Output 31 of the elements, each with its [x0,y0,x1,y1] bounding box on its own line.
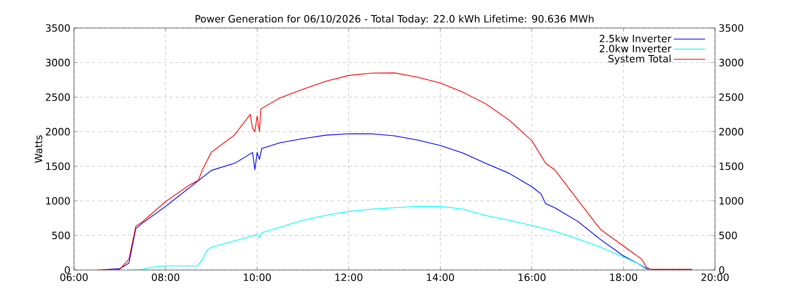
line-series [119,206,652,270]
y-tick-label: 1500 [46,162,70,170]
y-tick-label: 3500 [46,24,70,32]
line-series [96,72,693,270]
y2-tick-label: 500 [719,232,737,240]
y2-tick-label: 3000 [719,58,744,66]
y2-tick-label: 3500 [719,24,744,32]
x-tick-label: 10:00 [244,274,271,282]
legend-label: System Total [608,54,671,64]
x-tick-label: 14:00 [427,274,454,282]
x-tick-label: 16:00 [518,274,546,282]
y-tick-label: 3000 [46,58,70,66]
y-tick-label: 500 [52,232,70,240]
y2-tick-label: 1000 [720,197,744,205]
y-tick-label: 0 [64,266,70,274]
y2-tick-label: 2500 [719,93,744,101]
legend-label: 2.0kw Inverter [600,44,672,52]
y2-tick-label: 0 [719,266,724,274]
y-tick-label: 2500 [46,93,70,101]
x-tick-label: 18:00 [610,274,638,282]
legend-label: 2.5kw Inverter [600,34,672,42]
chart-title: Power Generation for 06/10/2026 - Total Today: 22.0 kWh Lifetime: 90.636 MWh [196,14,594,24]
y-axis-title: Watts [34,135,42,163]
y-tick-label: 1000 [46,197,70,205]
x-tick-label: 06:00 [60,274,88,282]
x-tick-label: 08:00 [152,274,180,282]
y2-tick-label: 2000 [719,128,744,136]
x-tick-label: 20:00 [701,274,729,282]
y2-tick-label: 1500 [720,162,744,170]
x-tick-label: 12:00 [335,274,362,282]
y-tick-label: 2000 [46,128,70,136]
